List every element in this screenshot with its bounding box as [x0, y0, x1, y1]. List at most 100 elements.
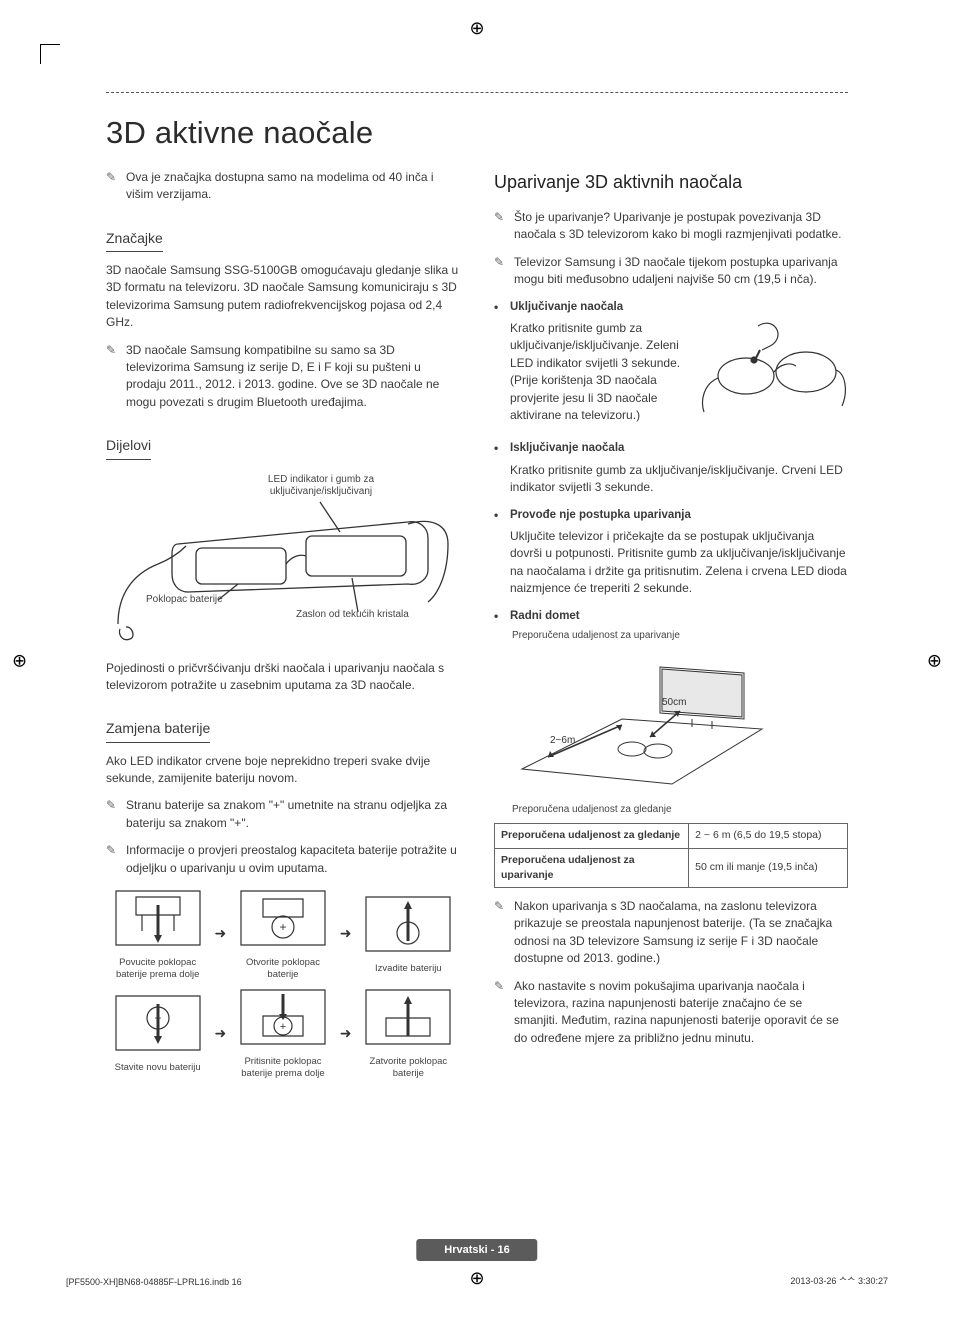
page-title: 3D aktivne naočale [106, 115, 848, 151]
table-cell: Preporučena udaljenost za uparivanje [495, 848, 689, 887]
note-text: Ako nastavite s novim pokušajima upariva… [514, 978, 848, 1048]
table-cell: 2 ~ 6 m (6,5 do 19,5 stopa) [689, 824, 848, 848]
bullet-title: Isključivanje naočala [510, 440, 624, 457]
bullet-pairing-proc: • Provođe nje postupka uparivanja [494, 507, 848, 524]
note-text: Televizor Samsung i 3D naočale tijekom p… [514, 254, 848, 289]
page-content: 3D aktivne naočale ✎ Ova je značajka dos… [106, 92, 848, 1079]
note-bottom-0: ✎ Nakon uparivanja s 3D naočalama, na za… [494, 898, 848, 968]
bullet-dot-icon: • [494, 440, 502, 457]
print-footer-left: [PF5500-XH]BN68-04885F-LPRL16.indb 16 [66, 1277, 242, 1287]
battery-step-icon: + [237, 887, 329, 949]
range-caption-top: Preporučena udaljenost za uparivanje [512, 629, 848, 644]
bullet-title: Uključivanje naočala [510, 299, 623, 316]
bullet-dot-icon: • [494, 608, 502, 625]
registration-mark-icon: ⊕ [469, 18, 484, 39]
table-cell: 50 cm ili manje (19,5 inča) [689, 848, 848, 887]
note-icon: ✎ [494, 209, 508, 244]
features-para: 3D naočale Samsung SSG-5100GB omogućavaj… [106, 262, 460, 332]
note-battery-0: ✎ Stranu baterije sa znakom "+" umetnite… [106, 797, 460, 832]
page-footer-tab: Hrvatski - 16 [416, 1239, 537, 1261]
battery-step-3: Izvadite bateriju [357, 893, 460, 975]
battery-step-5: + Pritisnite poklopac baterije prema dol… [231, 986, 334, 1079]
arrow-icon: ➜ [339, 1023, 353, 1043]
registration-mark-icon: ⊕ [927, 650, 942, 671]
battery-steps-grid: Povucite poklopac baterije prema dolje ➜… [106, 887, 460, 1079]
note-icon: ✎ [494, 898, 508, 968]
bullet-title: Provođe nje postupka uparivanja [510, 507, 691, 524]
registration-mark-icon: ⊕ [469, 1268, 484, 1289]
battery-step-icon [362, 893, 454, 955]
svg-text:+: + [279, 920, 286, 934]
left-column: ✎ Ova je značajka dostupna samo na model… [106, 169, 460, 1079]
battery-step-4: + Stavite novu bateriju [106, 992, 209, 1074]
note-text: Informacije o provjeri preostalog kapaci… [126, 842, 460, 877]
heading-features: Značajke [106, 228, 163, 252]
crop-mark-icon [40, 44, 60, 64]
heading-parts: Dijelovi [106, 435, 151, 459]
note-pair-1: ✎ Televizor Samsung i 3D naočale tijekom… [494, 254, 848, 289]
battery-step-caption: Povucite poklopac baterije prema dolje [106, 957, 209, 980]
columns: ✎ Ova je značajka dostupna samo na model… [106, 169, 848, 1079]
glasses-diagram-icon [106, 474, 460, 654]
table-row: Preporučena udaljenost za gledanje 2 ~ 6… [495, 824, 848, 848]
heading-pairing: Uparivanje 3D aktivnih naočala [494, 169, 848, 195]
note-icon: ✎ [106, 842, 120, 877]
parts-diagram: LED indikator i gumb za uključivanje/isk… [106, 474, 460, 654]
battery-step-icon [362, 986, 454, 1048]
heading-battery: Zamjena baterije [106, 718, 210, 742]
distance-table: Preporučena udaljenost za gledanje 2 ~ 6… [494, 823, 848, 888]
right-column: Uparivanje 3D aktivnih naočala ✎ Što je … [494, 169, 848, 1079]
label-50cm: 50cm [662, 697, 686, 708]
bullet-body: Uključite televizor i pričekajte da se p… [510, 528, 848, 598]
note-icon: ✎ [106, 797, 120, 832]
range-caption-bottom: Preporučena udaljenost za gledanje [512, 803, 848, 818]
note-intro: ✎ Ova je značajka dostupna samo na model… [106, 169, 460, 204]
table-cell: Preporučena udaljenost za gledanje [495, 824, 689, 848]
note-text: Što je uparivanje? Uparivanje je postupa… [514, 209, 848, 244]
note-pair-0: ✎ Što je uparivanje? Uparivanje je postu… [494, 209, 848, 244]
battery-step-icon: + [237, 986, 329, 1048]
battery-step-1: Povucite poklopac baterije prema dolje [106, 887, 209, 980]
battery-step-caption: Otvorite poklopac baterije [231, 957, 334, 980]
callout-lcd: Zaslon od tekućih kristala [296, 609, 446, 621]
battery-step-caption: Izvadite bateriju [357, 963, 460, 974]
battery-step-6: Zatvorite poklopac baterije [357, 986, 460, 1079]
range-diagram-icon: 50cm 2~6m [512, 649, 772, 789]
bullet-dot-icon: • [494, 507, 502, 524]
battery-step-icon [112, 887, 204, 949]
range-diagram: 50cm 2~6m [512, 649, 848, 794]
battery-step-caption: Pritisnite poklopac baterije prema dolje [231, 1056, 334, 1079]
battery-step-caption: Stavite novu bateriju [106, 1062, 209, 1073]
note-icon: ✎ [494, 254, 508, 289]
bullet-range: • Radni domet [494, 608, 848, 625]
callout-led: LED indikator i gumb za uključivanje/isk… [246, 474, 396, 498]
parts-note: Pojedinosti o pričvršćivanju drški naoča… [106, 660, 460, 695]
power-on-row: Kratko pritisnite gumb za uključivanje/i… [494, 320, 848, 434]
arrow-icon: ➜ [339, 923, 353, 943]
glasses-press-icon [698, 320, 848, 425]
label-2-6m: 2~6m [550, 735, 575, 746]
arrow-icon: ➜ [213, 923, 227, 943]
table-row: Preporučena udaljenost za uparivanje 50 … [495, 848, 848, 887]
print-footer-right: 2013-03-26 ᄉᄉ 3:30:27 [790, 1274, 888, 1287]
bullet-power-off: • Isključivanje naočala [494, 440, 848, 457]
note-battery-1: ✎ Informacije o provjeri preostalog kapa… [106, 842, 460, 877]
note-icon: ✎ [106, 169, 120, 204]
bullet-dot-icon: • [494, 299, 502, 316]
bullet-title: Radni domet [510, 608, 580, 625]
note-text: 3D naočale Samsung kompatibilne su samo … [126, 342, 460, 412]
glasses-press-illustration [698, 320, 848, 434]
note-icon: ✎ [494, 978, 508, 1048]
bullet-body: Kratko pritisnite gumb za uključivanje/i… [510, 320, 688, 424]
bullet-body: Kratko pritisnite gumb za uključivanje/i… [510, 462, 848, 497]
note-text: Ova je značajka dostupna samo na modelim… [126, 169, 460, 204]
note-bottom-1: ✎ Ako nastavite s novim pokušajima upari… [494, 978, 848, 1048]
battery-step-icon: + [112, 992, 204, 1054]
battery-step-caption: Zatvorite poklopac baterije [357, 1056, 460, 1079]
note-features: ✎ 3D naočale Samsung kompatibilne su sam… [106, 342, 460, 412]
arrow-icon: ➜ [213, 1023, 227, 1043]
battery-step-2: + Otvorite poklopac baterije [231, 887, 334, 980]
battery-para: Ako LED indikator crvene boje neprekidno… [106, 753, 460, 788]
svg-text:+: + [280, 1021, 286, 1033]
registration-mark-icon: ⊕ [12, 650, 27, 671]
